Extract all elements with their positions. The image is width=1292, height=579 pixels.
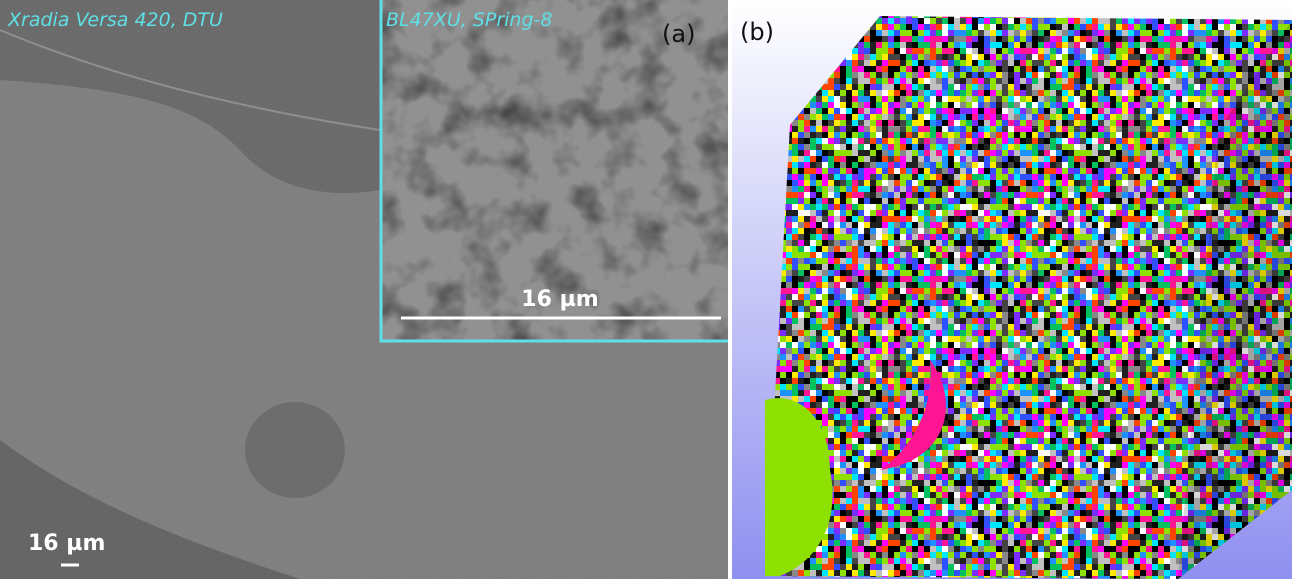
figure: BL47XU, SPring-8 16 µm Xradia Versa 420,… [0, 0, 1292, 579]
panel-label: (a) [662, 20, 695, 48]
inset-caption: BL47XU, SPring-8 [386, 9, 552, 31]
inset-scale-label: 16 µm [521, 287, 598, 312]
panel-label: (b) [740, 18, 774, 46]
panel-b: (b) [732, 0, 1292, 579]
scale-label: 16 µm [28, 531, 105, 556]
caption: Xradia Versa 420, DTU [7, 9, 223, 31]
cube-front [765, 125, 1218, 579]
inset: BL47XU, SPring-8 16 µm [381, 0, 728, 341]
panel-a: BL47XU, SPring-8 16 µm Xradia Versa 420,… [0, 0, 728, 579]
